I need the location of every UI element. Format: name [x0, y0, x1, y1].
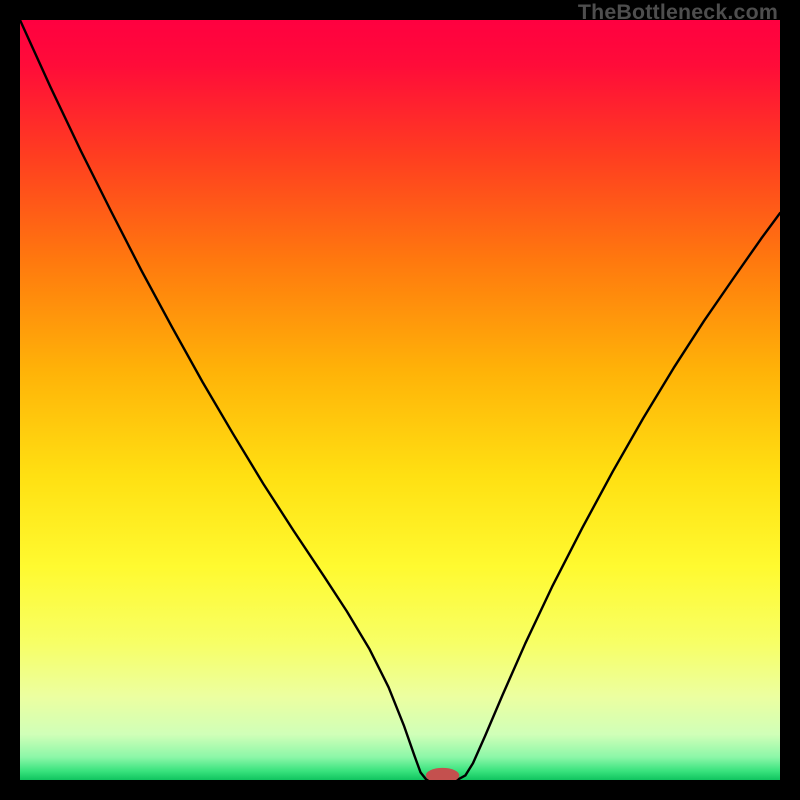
watermark-text: TheBottleneck.com [578, 0, 778, 25]
gradient-background [20, 20, 780, 780]
bottleneck-chart [20, 20, 780, 780]
chart-frame: TheBottleneck.com [0, 0, 800, 800]
